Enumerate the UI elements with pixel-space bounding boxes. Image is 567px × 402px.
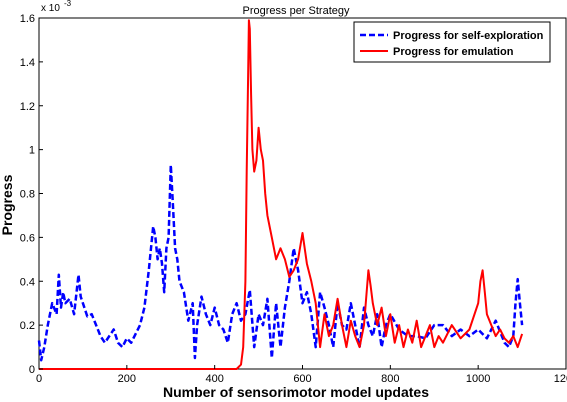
x-tick-label: 600: [293, 373, 311, 385]
x-tick-label: 0: [36, 373, 42, 385]
y-tick-label: 0.8: [20, 189, 35, 201]
y-exponent-base: x 10: [41, 3, 60, 14]
y-tick-label: 1.6: [20, 13, 35, 25]
y-axis-label: Progress: [0, 174, 15, 235]
y-exponent-power: -3: [64, 0, 72, 8]
y-tick-label: 0: [29, 364, 35, 376]
x-tick-label: 800: [381, 373, 399, 385]
x-axis-label: Number of sensorimotor model updates: [163, 384, 429, 400]
series-line-emulation: [39, 19, 524, 370]
y-tick-label: 0.2: [20, 320, 35, 332]
x-tick-label: 200: [118, 373, 136, 385]
x-tick-label: 400: [205, 373, 223, 385]
y-tick-label: 0.6: [20, 232, 35, 244]
legend-box: [353, 21, 551, 63]
legend-label-emulation: Progress for emulation: [393, 46, 514, 58]
y-tick-label: 1: [29, 145, 35, 157]
y-tick-label: 1.4: [20, 57, 35, 69]
y-axis-ticks: 0 0.2 0.4 0.6 0.8 1 1.2 1.4 1.6: [20, 13, 43, 376]
legend-label-self-exploration: Progress for self-exploration: [393, 30, 544, 42]
y-exponent: x 10 -3: [41, 0, 72, 14]
series-layer: [37, 19, 524, 370]
series-line-self-exploration: [37, 163, 524, 362]
legend: Progress for self-exploration Progress f…: [353, 21, 551, 63]
x-tick-label: 1000: [466, 373, 490, 385]
chart-title: Progress per Strategy: [243, 5, 350, 17]
y-tick-label: 0.4: [20, 276, 35, 288]
y-tick-label: 1.2: [20, 101, 35, 113]
